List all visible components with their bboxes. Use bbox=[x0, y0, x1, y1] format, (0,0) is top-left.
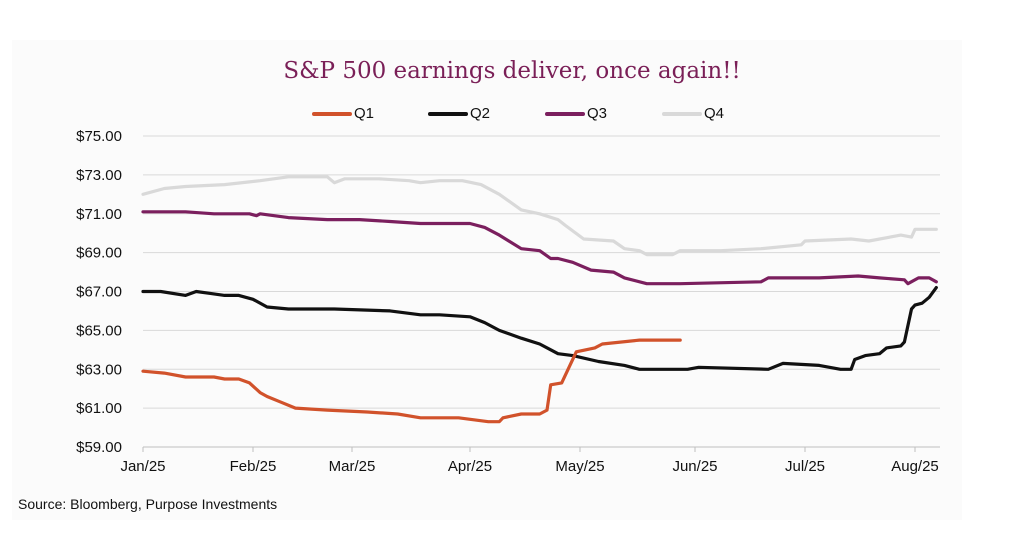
series-line-q3 bbox=[141, 210, 938, 286]
legend-swatch-q1 bbox=[312, 111, 352, 116]
legend-item-q1: Q1 bbox=[312, 105, 374, 122]
legend-item-q4: Q4 bbox=[662, 105, 724, 122]
y-tick-label: $75.00 bbox=[76, 128, 122, 145]
series-line-q2 bbox=[141, 286, 938, 371]
chart-background bbox=[12, 40, 962, 520]
legend-label-q1: Q1 bbox=[354, 105, 375, 122]
y-tick-label: $73.00 bbox=[76, 167, 122, 184]
legend-label-q4: Q4 bbox=[704, 105, 725, 122]
y-tick-label: $61.00 bbox=[76, 400, 122, 417]
series-line-q4 bbox=[141, 175, 938, 257]
legend-swatch-q2 bbox=[428, 111, 468, 116]
y-tick-label: $67.00 bbox=[76, 284, 122, 301]
x-tick-label: Apr/25 bbox=[448, 458, 492, 475]
legend-label-q2: Q2 bbox=[470, 105, 491, 122]
x-tick-label: Jun/25 bbox=[672, 458, 717, 475]
x-tick-label: Feb/25 bbox=[230, 458, 277, 475]
legend-swatch-q4 bbox=[662, 111, 702, 116]
source-note: Source: Bloomberg, Purpose Investments bbox=[18, 496, 278, 512]
series-line-q1 bbox=[141, 338, 682, 424]
legend-label-q3: Q3 bbox=[587, 105, 608, 122]
y-tick-label: $65.00 bbox=[76, 322, 122, 339]
x-tick-label: Mar/25 bbox=[329, 458, 376, 475]
legend: Q1 Q2 Q3 Q4 bbox=[0, 105, 1024, 125]
y-tick-label: $63.00 bbox=[76, 361, 122, 378]
legend-swatch-q3 bbox=[545, 111, 585, 116]
x-tick-label: Jul/25 bbox=[785, 458, 825, 475]
y-tick-label: $69.00 bbox=[76, 245, 122, 262]
x-tick-label: Jan/25 bbox=[120, 458, 165, 475]
chart-title: S&P 500 earnings deliver, once again!! bbox=[283, 58, 741, 84]
x-tick-label: May/25 bbox=[555, 458, 604, 475]
y-tick-label: $59.00 bbox=[76, 439, 122, 456]
y-tick-label: $71.00 bbox=[76, 206, 122, 223]
legend-item-q3: Q3 bbox=[545, 105, 607, 122]
legend-item-q2: Q2 bbox=[428, 105, 490, 122]
x-tick-label: Aug/25 bbox=[891, 458, 939, 475]
